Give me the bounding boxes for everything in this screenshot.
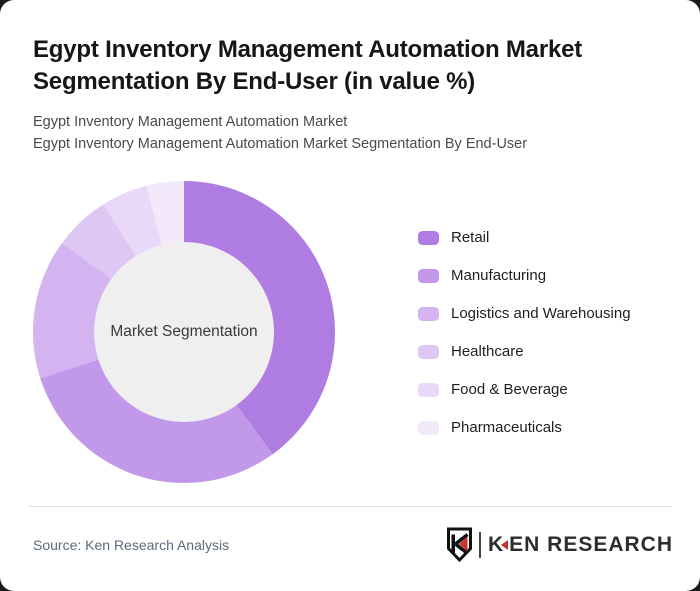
legend-swatch (418, 344, 439, 359)
wordmark-red-triangle-icon (501, 539, 509, 550)
legend-swatch (418, 420, 439, 435)
legend-label: Pharmaceuticals (451, 419, 562, 436)
donut-chart: Market Segmentation (33, 181, 335, 483)
chart-legend: Retail Manufacturing Logistics and Warehou… (418, 228, 631, 437)
donut-hole: Market Segmentation (94, 242, 274, 422)
legend-swatch (418, 306, 439, 321)
legend-label: Healthcare (451, 343, 524, 360)
footer-divider (28, 506, 672, 507)
legend-item: Food & Beverage (418, 380, 631, 399)
legend-label: Food & Beverage (451, 381, 568, 398)
legend-item: Retail (418, 228, 631, 247)
wordmark-k: K (487, 533, 505, 556)
source-note: Source: Ken Research Analysis (33, 537, 230, 553)
page-title: Egypt Inventory Management Automation Ma… (33, 36, 583, 95)
ken-research-logo: K EN RESEARCH (446, 526, 673, 563)
subtitle-line-1: Egypt Inventory Management Automation Ma… (33, 114, 348, 131)
legend-item: Pharmaceuticals (418, 418, 631, 437)
legend-item: Healthcare (418, 342, 631, 361)
logo-red-triangle (458, 536, 468, 552)
legend-swatch (418, 230, 439, 245)
subtitle-block: Egypt Inventory Management Automation Ma… (33, 112, 664, 155)
legend-label: Retail (451, 229, 490, 246)
header: Egypt Inventory Management Automation Ma… (0, 0, 700, 155)
logo-divider-bar (478, 531, 481, 558)
legend-swatch (418, 382, 439, 397)
wordmark-rest: EN RESEARCH (509, 533, 673, 556)
logo-wordmark: K EN RESEARCH (488, 534, 673, 555)
donut-center-label: Market Segmentation (110, 323, 258, 340)
logo-shield-icon (446, 527, 472, 562)
legend-item: Logistics and Warehousing (418, 304, 631, 323)
legend-swatch (418, 268, 439, 283)
subtitle-line-2: Egypt Inventory Management Automation Ma… (33, 135, 528, 152)
legend-label: Logistics and Warehousing (451, 305, 631, 322)
legend-label: Manufacturing (451, 267, 547, 284)
legend-item: Manufacturing (418, 266, 631, 285)
